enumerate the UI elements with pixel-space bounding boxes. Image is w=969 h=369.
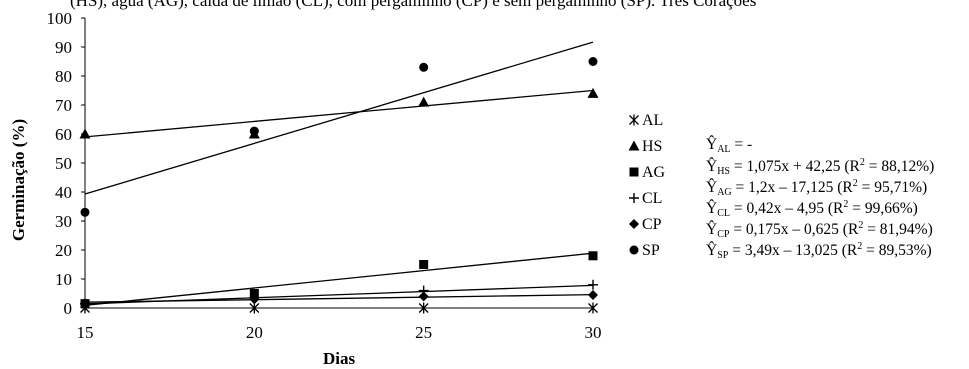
r-squared-exponent: 2: [857, 241, 863, 252]
y-tick-label: 0: [64, 299, 73, 318]
chart-axes: 0 10 20 30 40 50 60 70 80 90 100 15 20 25 30 Dias Germin…: [9, 9, 602, 368]
y-tick-label: 10: [55, 270, 72, 289]
r-squared-value: = 88,12%): [864, 158, 935, 175]
legend-marker-al: [629, 114, 639, 126]
legend-label-sp: SP: [642, 242, 660, 259]
equation-body: = -: [730, 136, 753, 153]
equation-body: = 1,075x + 42,25 (R: [730, 158, 860, 175]
trend-lines: [84, 41, 594, 307]
point-cp: [418, 291, 429, 302]
equation-body: = 0,175x – 0,625 (R: [729, 221, 859, 238]
equation-symbol: Ŷ: [706, 242, 718, 259]
y-tick-label: 90: [55, 38, 72, 57]
equation-subscript: HS: [717, 166, 730, 177]
equation-cp: ŶCP = 0,175x – 0,625 (R2 = 81,94%): [706, 221, 933, 240]
r-squared-value: = 89,53%): [862, 242, 932, 259]
y-tick-label: 30: [55, 212, 72, 231]
r-squared-value: = 95,71%): [857, 179, 928, 196]
equation-symbol: Ŷ: [706, 179, 718, 196]
point-ag: [419, 260, 429, 269]
r-squared-value: = 99,66%): [848, 200, 918, 217]
r-squared-value: = 81,94%): [863, 221, 933, 238]
y-tick-label: 80: [55, 67, 72, 86]
legend-label-cl: CL: [642, 190, 662, 207]
legend-marker-cp: [629, 219, 639, 229]
equation-body: = 3,49x – 13,025 (R: [728, 242, 858, 259]
point-sp: [249, 126, 259, 136]
legend-marker-hs: [628, 140, 640, 151]
equation-cl: ŶCL = 0,42x – 4,95 (R2 = 99,66%): [706, 200, 918, 219]
point-al: [588, 302, 598, 314]
point-hs: [79, 128, 91, 139]
point-cl: [588, 279, 598, 290]
equation-al: ŶAL = -: [706, 137, 752, 155]
point-sp: [80, 207, 90, 217]
equation-subscript: CP: [717, 229, 730, 240]
point-cp: [249, 294, 260, 305]
legend-marker-sp: [629, 245, 639, 255]
point-sp: [588, 57, 598, 66]
equation-hs: ŶHS = 1,075x + 42,25 (R2 = 88,12%): [706, 158, 934, 177]
equation-subscript: AL: [717, 144, 731, 155]
equation-sp: ŶSP = 3,49x – 13,025 (R2 = 89,53%): [706, 242, 932, 261]
legend-marker-ag: [629, 167, 639, 177]
point-ag: [588, 251, 598, 261]
chart-legend: AL HS AG CL CP SP: [628, 112, 666, 259]
equation-symbol: Ŷ: [706, 136, 718, 153]
y-tick-label: 50: [55, 154, 72, 173]
point-hs: [587, 87, 599, 98]
equation-symbol: Ŷ: [706, 200, 718, 217]
x-tick-label: 25: [415, 323, 432, 342]
point-al: [249, 302, 260, 314]
point-sp: [419, 62, 429, 72]
point-hs: [418, 96, 430, 107]
x-axis-label: Dias: [323, 349, 356, 368]
equation-body: = 1,2x – 17,125 (R: [731, 179, 853, 196]
legend-marker-cl: [629, 193, 639, 203]
point-cp: [588, 289, 598, 300]
r-squared-exponent: 2: [843, 199, 849, 210]
figure-caption: (HS), água (AG), calda de limão (CL), co…: [70, 0, 757, 10]
point-cp: [80, 298, 90, 309]
data-points: [79, 57, 599, 314]
equation-subscript: CL: [717, 208, 730, 219]
trend-line-cp: [84, 294, 594, 303]
equation-body: = 0,42x – 4,95 (R: [729, 200, 844, 217]
trend-line-hs: [84, 89, 594, 138]
equation-subscript: SP: [717, 250, 729, 261]
y-tick-label: 70: [55, 96, 72, 115]
y-tick-label: 60: [55, 125, 72, 144]
equation-symbol: Ŷ: [706, 158, 718, 175]
point-al: [418, 302, 429, 314]
r-squared-exponent: 2: [852, 178, 858, 189]
x-tick-label: 15: [77, 323, 94, 342]
y-tick-label: 20: [55, 241, 72, 260]
legend-label-ag: AG: [642, 164, 666, 181]
y-tick-label: 40: [55, 183, 72, 202]
trend-line-ag: [84, 252, 594, 307]
x-tick-label: 20: [246, 323, 263, 342]
trend-line-sp: [84, 41, 594, 195]
equation-ag: ŶAG = 1,2x – 17,125 (R2 = 95,71%): [706, 179, 927, 198]
r-squared-exponent: 2: [859, 157, 865, 168]
legend-label-al: AL: [642, 112, 663, 129]
legend-label-hs: HS: [642, 138, 662, 155]
equation-symbol: Ŷ: [706, 221, 718, 238]
y-axis-label: Germinação (%): [9, 119, 28, 241]
equation-subscript: AG: [717, 187, 732, 198]
y-tick-label: 100: [47, 9, 73, 28]
x-tick-label: 30: [585, 323, 602, 342]
r-squared-exponent: 2: [858, 220, 864, 231]
legend-label-cp: CP: [642, 216, 662, 233]
